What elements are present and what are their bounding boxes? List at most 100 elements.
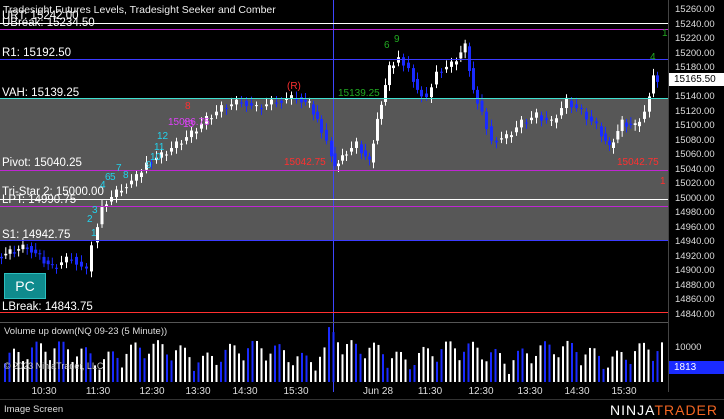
candle-body [265, 104, 268, 107]
level-line [0, 240, 668, 241]
candle-body [459, 52, 463, 59]
volume-bar [499, 353, 501, 382]
volume-bar [328, 327, 330, 382]
candle-body [505, 134, 508, 139]
candle-body [333, 153, 337, 167]
price-axis[interactable] [668, 0, 724, 392]
volume-bar [202, 355, 204, 382]
volume-bar [652, 360, 654, 382]
candle-body [90, 245, 93, 272]
candle-body [416, 78, 419, 90]
volume-bar [449, 341, 452, 382]
volume-bar [544, 341, 546, 382]
candle-body [345, 154, 348, 156]
volume-bar [454, 348, 456, 382]
volume-bar [557, 357, 560, 382]
volume-bar [625, 359, 627, 382]
volume-bar [508, 373, 510, 382]
volume-bar [170, 360, 173, 382]
volume-bar [611, 356, 614, 382]
volume-axis-label: 10000 [675, 342, 702, 353]
volume-bar [350, 340, 353, 382]
volume-bar [238, 353, 240, 382]
time-axis-label: 15:30 [611, 386, 637, 397]
volume-bar [125, 353, 128, 382]
candle-body [42, 256, 46, 264]
chart-annotation: 8 [185, 101, 191, 112]
candle-body [364, 150, 367, 157]
candle-body [70, 259, 73, 261]
volume-bar [247, 348, 249, 382]
chart-annotation: 5 [110, 172, 116, 183]
volume-bar [49, 360, 51, 382]
volume-panel-title: Volume up down(NQ 09-23 (5 Minute)) [4, 326, 168, 337]
chart-annotation: 15086.75 [168, 117, 210, 128]
price-axis-label: 14940.00 [675, 236, 715, 247]
volume-bar [193, 370, 195, 382]
candle-body [280, 100, 283, 103]
candle-body [60, 262, 63, 266]
volume-bar [143, 358, 146, 382]
volume-bar [400, 351, 402, 382]
candle-body [480, 100, 484, 112]
candle-body [430, 87, 433, 98]
volume-bar [130, 344, 132, 382]
volume-bar [535, 355, 537, 382]
volume-bar [166, 354, 168, 382]
candle-body [0, 256, 3, 259]
volume-bar [463, 351, 465, 382]
level-label: Pivot: 15040.25 [2, 157, 82, 169]
volume-bar [305, 355, 308, 382]
candle-body [200, 123, 203, 129]
candle-body [260, 108, 263, 110]
level-line [0, 59, 668, 60]
candle-body [190, 130, 193, 138]
candle-body [150, 162, 153, 164]
volume-bar [287, 362, 290, 382]
volume-bar [638, 343, 641, 382]
volume-bar [355, 343, 357, 382]
price-axis-label: 15140.00 [675, 91, 715, 102]
volume-bar [503, 363, 506, 382]
copyright-text: © 2023 NinjaTrader, LLC [4, 361, 104, 371]
candle-body [205, 116, 208, 124]
candle-body [545, 117, 548, 121]
candle-body [455, 61, 458, 65]
volume-bar [584, 354, 587, 382]
candle-body [12, 252, 16, 254]
candle-body [295, 98, 298, 101]
volume-bar [602, 368, 605, 382]
volume-bar [197, 362, 200, 382]
volume-bar [157, 340, 159, 382]
volume-bar [445, 341, 447, 382]
candle-body [55, 267, 58, 269]
candle-body [445, 66, 448, 70]
level-line [0, 98, 668, 99]
volume-bar [26, 359, 29, 382]
volume-bar [377, 344, 380, 382]
pc-button[interactable]: PC [4, 273, 46, 299]
candle-body [485, 111, 488, 130]
candle-body [115, 189, 118, 197]
candle-body [4, 253, 8, 256]
candle-body [25, 247, 29, 249]
volume-bar [359, 353, 362, 382]
price-axis-label: 15260.00 [675, 4, 715, 15]
chart-annotation: 1 [660, 176, 666, 187]
volume-bar [85, 347, 87, 382]
candle-body [30, 246, 33, 253]
candle-body [245, 100, 248, 107]
volume-bar [283, 350, 285, 382]
chart-annotation: 11 [154, 142, 165, 153]
price-chart[interactable] [0, 0, 668, 322]
footer-label: Image Screen [4, 404, 64, 415]
volume-bar [67, 349, 69, 382]
volume-bar [539, 345, 542, 382]
volume-bar [107, 351, 110, 382]
volume-bar [589, 347, 591, 382]
brand-part1: NINJA [610, 402, 655, 418]
volume-bar [391, 358, 393, 382]
chart-annotation: 4 [650, 52, 656, 63]
chart-annotation: 1 [91, 228, 97, 239]
